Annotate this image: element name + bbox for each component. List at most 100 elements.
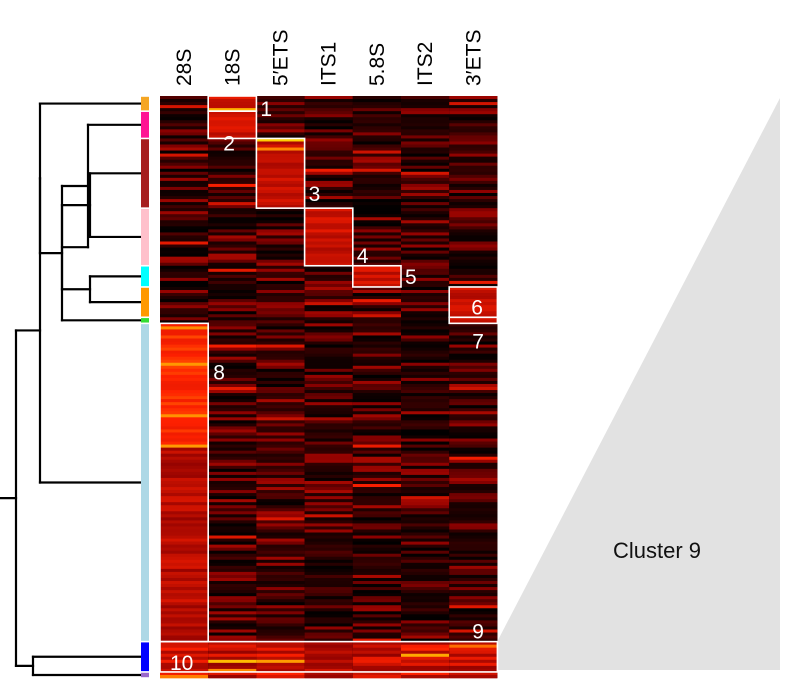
heatmap-cell — [256, 493, 305, 497]
heatmap-cell — [352, 647, 401, 652]
heatmap-cell — [352, 405, 401, 409]
cluster-label: 5 — [405, 266, 417, 289]
heatmap-cell — [449, 477, 498, 482]
heatmap-cell — [401, 432, 450, 436]
heatmap-cell — [208, 629, 257, 633]
heatmap-cell — [352, 208, 401, 212]
heatmap-cell — [160, 344, 209, 348]
heatmap-cell — [208, 562, 257, 567]
heatmap-cell — [256, 299, 305, 303]
heatmap-cell — [160, 638, 209, 642]
heatmap-cell — [449, 490, 498, 494]
heatmap-cell — [256, 347, 305, 351]
heatmap-cell — [304, 253, 353, 258]
heatmap-cell — [208, 650, 257, 655]
heatmap-cell — [304, 329, 353, 333]
heatmap-cell — [160, 484, 209, 488]
heatmap-cell — [449, 123, 498, 127]
heatmap-cell — [256, 626, 305, 630]
heatmap-cell — [352, 123, 401, 127]
heatmap-cell — [160, 635, 209, 639]
heatmap-cell — [256, 596, 305, 600]
heatmap-cell — [352, 553, 401, 558]
heatmap-cell — [401, 135, 450, 139]
heatmap-cell — [208, 365, 257, 370]
heatmap-cell — [449, 199, 498, 203]
heatmap-cell — [449, 544, 498, 549]
heatmap-cell — [256, 387, 305, 391]
cluster-box — [351, 264, 402, 288]
heatmap-cell — [449, 259, 498, 264]
row-group-swatch — [141, 324, 149, 641]
heatmap-cell — [449, 459, 498, 464]
heatmap-cell — [160, 623, 209, 627]
heatmap-cell — [352, 274, 401, 279]
heatmap-cell — [256, 496, 305, 500]
heatmap-cell — [401, 520, 450, 524]
heatmap-cell — [304, 235, 353, 239]
heatmap-cell — [208, 480, 257, 485]
heatmap-cell — [449, 302, 498, 306]
heatmap-cell — [160, 581, 209, 585]
heatmap-cell — [208, 350, 257, 355]
heatmap-cell — [401, 265, 450, 270]
heatmap-cell — [256, 390, 305, 394]
heatmap-cell — [304, 405, 353, 409]
heatmap-cell — [401, 202, 450, 206]
heatmap-cell — [208, 135, 257, 139]
heatmap-cell — [208, 541, 257, 545]
heatmap-cell — [401, 96, 450, 100]
heatmap-cell — [208, 623, 257, 627]
heatmap-cell — [160, 474, 209, 479]
heatmap-cell — [352, 662, 401, 667]
heatmap-cell — [352, 608, 401, 612]
heatmap-cell — [160, 347, 209, 351]
heatmap-cell — [401, 368, 450, 373]
heatmap-cell — [352, 380, 401, 385]
heatmap-cell — [256, 253, 305, 258]
heatmap-cell — [208, 432, 257, 436]
heatmap-cell — [256, 111, 305, 115]
heatmap-cell — [401, 674, 450, 679]
heatmap-cell — [449, 283, 498, 288]
heatmap-cell — [160, 550, 209, 555]
heatmap-cell — [401, 274, 450, 279]
heatmap-cell — [449, 541, 498, 545]
heatmap-cell — [256, 644, 305, 649]
heatmap-cell — [401, 538, 450, 542]
heatmap-cell — [208, 232, 257, 236]
heatmap-cell — [160, 189, 209, 194]
heatmap-cell — [449, 617, 498, 621]
heatmap-cell — [449, 205, 498, 209]
heatmap-cell — [256, 465, 305, 470]
heatmap-cell — [256, 211, 305, 215]
heatmap-cell — [401, 635, 450, 639]
heatmap-cell — [401, 138, 450, 142]
heatmap-cell — [208, 608, 257, 612]
heatmap-cell — [304, 326, 353, 330]
heatmap-cell — [256, 280, 305, 285]
heatmap-cell — [256, 635, 305, 639]
heatmap-cell — [304, 544, 353, 549]
heatmap-cell — [401, 283, 450, 288]
heatmap-cell — [208, 180, 257, 185]
heatmap-cell — [304, 359, 353, 364]
heatmap-cell — [304, 647, 353, 652]
heatmap-cell — [401, 150, 450, 154]
heatmap-cell — [401, 420, 450, 424]
heatmap-cell — [401, 129, 450, 133]
heatmap-cell — [208, 171, 257, 176]
heatmap-cell — [352, 296, 401, 300]
heatmap-cell — [352, 562, 401, 567]
heatmap-cell — [256, 165, 305, 170]
heatmap-cell — [352, 341, 401, 345]
heatmap-cell — [160, 632, 209, 636]
heatmap-cell — [304, 180, 353, 185]
heatmap-cell — [160, 584, 209, 588]
heatmap-cell — [304, 193, 353, 197]
heatmap-cell — [304, 383, 353, 388]
heatmap-cell — [449, 141, 498, 145]
heatmap-cell — [160, 180, 209, 185]
heatmap-cell — [160, 323, 209, 327]
